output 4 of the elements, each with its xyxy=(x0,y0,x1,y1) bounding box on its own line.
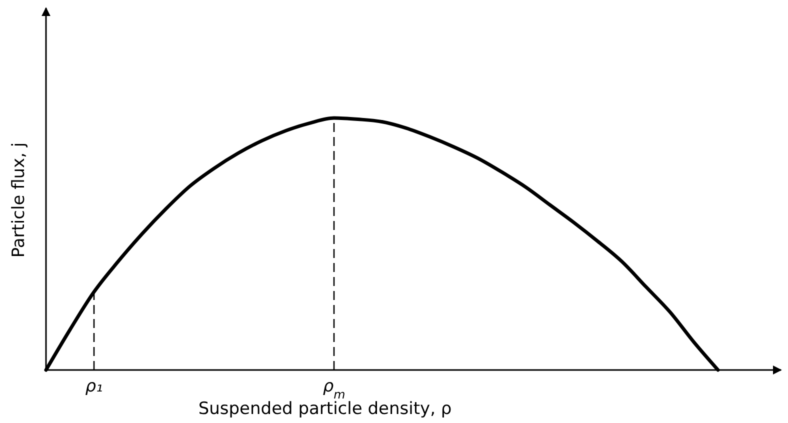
y-axis-title: Particle flux, j xyxy=(9,142,29,258)
x-tick-label: ρ$_{m}$ xyxy=(322,376,346,402)
x-tick-label: ρ₁ xyxy=(85,376,103,396)
x-axis-title: Suspended particle density, ρ xyxy=(198,399,452,419)
